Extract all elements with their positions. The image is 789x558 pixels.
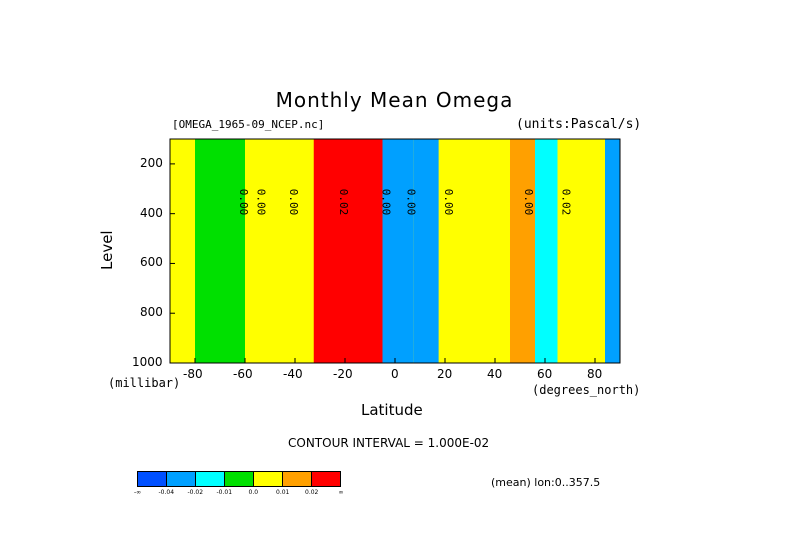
colorbar-label: -∞ xyxy=(134,489,142,496)
field-band xyxy=(557,139,583,363)
contour-label: 0.00 xyxy=(380,189,393,216)
field-band xyxy=(245,139,283,363)
colorbar-swatch xyxy=(224,471,254,487)
colorbar-label: -0.04 xyxy=(158,489,175,496)
field-band xyxy=(282,139,314,363)
field-band xyxy=(345,139,383,363)
field-band xyxy=(382,139,414,363)
colorbar-label: -0.01 xyxy=(216,489,233,496)
contour-label: 0.00 xyxy=(522,189,535,216)
contour-label: 0.00 xyxy=(237,189,250,216)
contour-label: 0.00 xyxy=(405,189,418,216)
contour-label: 0.00 xyxy=(255,189,268,216)
x-tick-label: 20 xyxy=(437,367,453,381)
colorbar-label: 0.01 xyxy=(276,489,290,496)
units-label: (units:Pascal/s) xyxy=(516,117,642,132)
contour-label: 0.00 xyxy=(287,189,300,216)
contour-interval: CONTOUR INTERVAL = 1.000E-02 xyxy=(288,436,490,450)
chart-title: Monthly Mean Omega xyxy=(275,88,514,112)
contour-label: 0.02 xyxy=(337,189,350,216)
colorbar-swatch xyxy=(166,471,196,487)
field-band xyxy=(582,139,605,363)
colorbar xyxy=(137,471,341,487)
field-band xyxy=(476,139,510,363)
dataset-label: [OMEGA_1965-09_NCEP.nc] xyxy=(172,118,325,131)
field-band xyxy=(170,139,195,363)
y-tick-label: 1000 xyxy=(132,355,163,369)
x-tick-label: 40 xyxy=(487,367,503,381)
y-tick-label: 200 xyxy=(140,155,163,170)
field-band xyxy=(510,139,535,363)
mean-label: (mean) lon:0..357.5 xyxy=(491,476,601,489)
x-tick-label: 60 xyxy=(537,367,553,381)
colorbar-swatch xyxy=(282,471,312,487)
x-tick-label: 0 xyxy=(391,367,399,381)
y-tick-label: 600 xyxy=(140,255,163,270)
x-unit-label: (degrees_north) xyxy=(532,383,641,397)
colorbar-label: -0.02 xyxy=(187,489,204,496)
contour-label: 0.00 xyxy=(442,189,455,216)
colorbar-swatch xyxy=(311,471,341,487)
colorbar-label: ∞ xyxy=(338,489,344,496)
x-tick-label: 80 xyxy=(587,367,603,381)
colorbar-swatch xyxy=(137,471,167,487)
field-band xyxy=(605,139,620,363)
colorbar-swatch xyxy=(195,471,225,487)
x-tick-label: -40 xyxy=(283,367,303,381)
x-tick-label: -80 xyxy=(183,367,203,381)
field-band xyxy=(313,139,345,363)
y-axis-label: Level xyxy=(98,230,116,270)
colorbar-swatch xyxy=(253,471,283,487)
field-band xyxy=(413,139,439,363)
y-tick-label: 800 xyxy=(140,305,163,320)
plot-frame xyxy=(169,138,621,364)
field-band xyxy=(438,139,477,363)
field-band xyxy=(535,139,558,363)
x-tick-label: -20 xyxy=(333,367,353,381)
x-tick-label: -60 xyxy=(233,367,253,381)
x-axis-label: Latitude xyxy=(361,401,423,419)
field-band xyxy=(195,139,245,363)
colorbar-label: 0.02 xyxy=(305,489,319,496)
colorbar-label: 0.0 xyxy=(248,489,259,496)
y-tick-label: 400 xyxy=(140,205,163,220)
y-unit-label: (millibar) xyxy=(108,376,181,390)
contour-label: 0.02 xyxy=(560,189,573,216)
